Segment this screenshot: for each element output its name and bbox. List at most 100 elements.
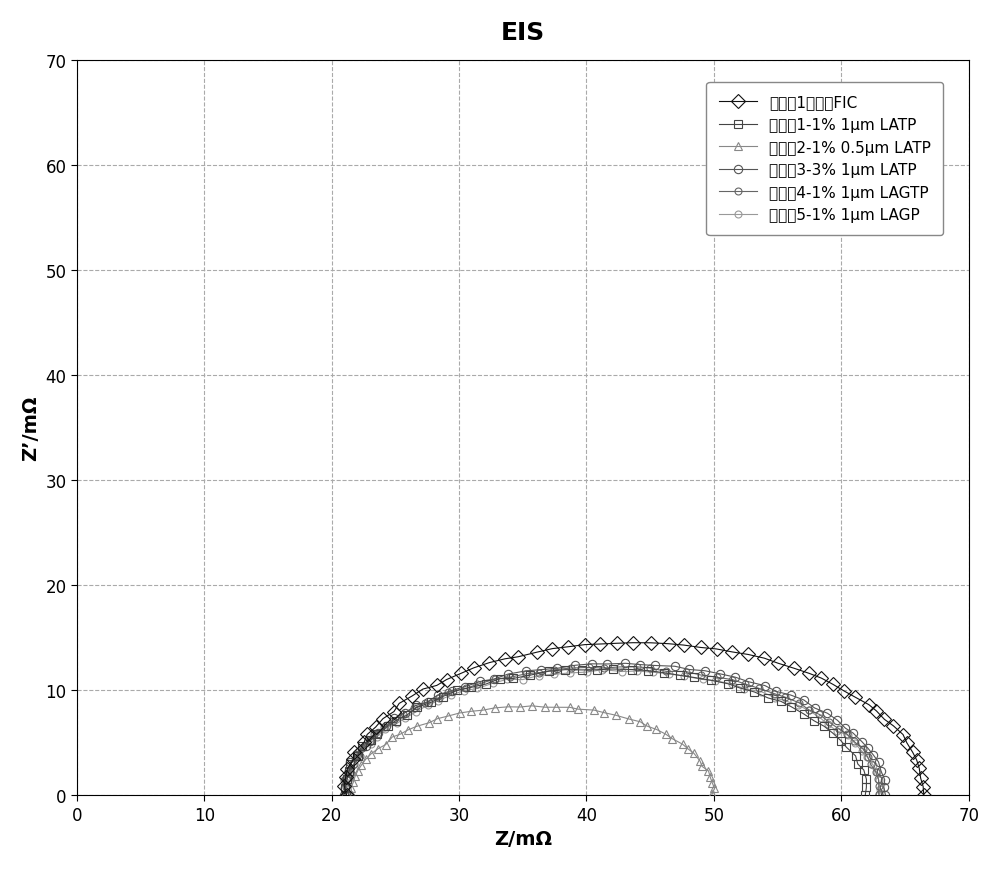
实施例1-1% 1μm LATP: [658, 667, 670, 678]
实施例2-1% 0.5μm LATP: [634, 717, 646, 727]
实施例1-1% 1μm LATP: [425, 698, 437, 708]
实施例4-1% 1μm LAGTP: [870, 766, 882, 777]
实施例1-1% 1μm LATP: [688, 673, 700, 683]
实施例2-1% 0.5μm LATP: [372, 744, 384, 754]
实施例1-1% 1μm LATP: [390, 715, 402, 726]
Line: 实施例5-1% 1μm LAGP: 实施例5-1% 1μm LAGP: [340, 667, 884, 799]
实施例1-1% 1μm LATP: [762, 693, 774, 703]
实施例1-1% 1μm LATP: [734, 683, 746, 693]
实施例2-1% 0.5μm LATP: [550, 702, 562, 713]
实施例2-1% 0.5μm LATP: [465, 706, 477, 717]
实施例1-1% 1μm LATP: [775, 696, 787, 706]
实施例1-1% 1μm LATP: [411, 702, 423, 713]
Legend: 对比例1未添加FIC, 实施例1-1% 1μm LATP, 实施例2-1% 0.5μm LATP, 实施例3-3% 1μm LATP, 实施例4-1% 1μm : 对比例1未添加FIC, 实施例1-1% 1μm LATP, 实施例2-1% 0.…: [706, 83, 943, 235]
Line: 实施例1-1% 1μm LATP: 实施例1-1% 1μm LATP: [341, 665, 871, 799]
实施例2-1% 0.5μm LATP: [349, 771, 361, 781]
实施例2-1% 0.5μm LATP: [666, 733, 678, 744]
实施例2-1% 0.5μm LATP: [696, 761, 708, 772]
实施例1-1% 1μm LATP: [591, 665, 603, 675]
实施例2-1% 0.5μm LATP: [360, 754, 372, 765]
实施例2-1% 0.5μm LATP: [572, 704, 584, 714]
实施例2-1% 0.5μm LATP: [702, 766, 714, 776]
实施例2-1% 0.5μm LATP: [660, 729, 672, 740]
实施例1-1% 1μm LATP: [382, 721, 394, 732]
实施例2-1% 0.5μm LATP: [386, 732, 398, 742]
实施例1-1% 1μm LATP: [559, 665, 571, 675]
实施例4-1% 1μm LAGTP: [631, 662, 643, 673]
实施例1-1% 1μm LATP: [543, 667, 555, 677]
实施例1-1% 1μm LATP: [343, 766, 355, 776]
对比例1未添加FIC: [358, 737, 370, 747]
实施例3-3% 1μm LATP: [879, 790, 891, 800]
实施例5-1% 1μm LAGP: [738, 684, 750, 694]
实施例1-1% 1μm LATP: [576, 665, 588, 675]
Title: EIS: EIS: [501, 21, 545, 45]
实施例1-1% 1μm LATP: [642, 666, 654, 676]
实施例5-1% 1μm LAGP: [871, 767, 883, 778]
实施例1-1% 1μm LATP: [437, 692, 449, 702]
实施例1-1% 1μm LATP: [798, 709, 810, 720]
实施例4-1% 1μm LAGTP: [711, 673, 723, 683]
对比例1未添加FIC: [341, 790, 353, 800]
实施例2-1% 0.5μm LATP: [650, 725, 662, 735]
Line: 实施例2-1% 0.5μm LATP: 实施例2-1% 0.5μm LATP: [347, 702, 719, 799]
实施例2-1% 0.5μm LATP: [539, 702, 551, 713]
实施例1-1% 1μm LATP: [840, 742, 852, 753]
实施例1-1% 1μm LATP: [607, 664, 619, 674]
实施例1-1% 1μm LATP: [860, 774, 872, 785]
实施例2-1% 0.5μm LATP: [489, 703, 501, 713]
实施例2-1% 0.5μm LATP: [394, 729, 406, 740]
实施例1-1% 1μm LATP: [818, 721, 830, 732]
Y-axis label: Z’/mΩ: Z’/mΩ: [21, 395, 40, 461]
Line: 实施例4-1% 1μm LAGTP: 实施例4-1% 1μm LAGTP: [340, 664, 882, 799]
实施例5-1% 1μm LAGP: [347, 760, 359, 771]
实施例1-1% 1μm LATP: [451, 686, 463, 696]
实施例2-1% 0.5μm LATP: [345, 783, 357, 793]
实施例2-1% 0.5μm LATP: [704, 772, 716, 782]
实施例4-1% 1μm LAGTP: [348, 760, 360, 770]
实施例3-3% 1μm LATP: [488, 674, 500, 685]
实施例1-1% 1μm LATP: [371, 729, 383, 740]
实施例4-1% 1μm LAGTP: [739, 679, 751, 689]
实施例3-3% 1μm LATP: [586, 659, 598, 669]
实施例2-1% 0.5μm LATP: [454, 708, 466, 719]
实施例1-1% 1μm LATP: [785, 701, 797, 712]
实施例2-1% 0.5μm LATP: [352, 766, 364, 776]
实施例5-1% 1μm LAGP: [581, 667, 593, 678]
实施例1-1% 1μm LATP: [344, 759, 356, 769]
实施例5-1% 1μm LAGP: [873, 790, 885, 800]
实施例2-1% 0.5μm LATP: [423, 718, 435, 728]
实施例2-1% 0.5μm LATP: [347, 777, 359, 787]
实施例1-1% 1μm LATP: [674, 670, 686, 680]
实施例1-1% 1μm LATP: [356, 740, 368, 751]
实施例4-1% 1μm LAGTP: [339, 790, 351, 800]
实施例2-1% 0.5μm LATP: [411, 721, 423, 732]
实施例3-3% 1μm LATP: [619, 659, 631, 669]
实施例3-3% 1μm LATP: [344, 757, 356, 767]
对比例1未添加FIC: [907, 747, 919, 758]
实施例3-3% 1μm LATP: [743, 677, 755, 687]
实施例5-1% 1μm LAGP: [487, 679, 499, 689]
实施例1-1% 1μm LATP: [494, 673, 506, 684]
实施例1-1% 1μm LATP: [748, 687, 760, 698]
实施例1-1% 1μm LATP: [835, 735, 847, 746]
实施例2-1% 0.5μm LATP: [477, 705, 489, 715]
实施例3-3% 1μm LATP: [338, 790, 350, 800]
实施例2-1% 0.5μm LATP: [677, 740, 689, 750]
实施例1-1% 1μm LATP: [365, 735, 377, 746]
实施例2-1% 0.5μm LATP: [564, 702, 576, 713]
X-axis label: Z/mΩ: Z/mΩ: [494, 829, 552, 848]
对比例1未添加FIC: [417, 684, 429, 694]
实施例2-1% 0.5μm LATP: [502, 702, 514, 713]
实施例2-1% 0.5μm LATP: [706, 789, 718, 799]
实施例2-1% 0.5μm LATP: [688, 748, 700, 759]
实施例2-1% 0.5μm LATP: [346, 790, 358, 800]
实施例2-1% 0.5μm LATP: [526, 700, 538, 711]
实施例2-1% 0.5μm LATP: [682, 744, 694, 754]
实施例4-1% 1μm LAGTP: [489, 674, 501, 685]
实施例5-1% 1μm LAGP: [709, 676, 721, 687]
实施例1-1% 1μm LATP: [340, 790, 352, 800]
实施例1-1% 1μm LATP: [524, 670, 536, 680]
实施例1-1% 1μm LATP: [339, 783, 351, 793]
Line: 对比例1未添加FIC: 对比例1未添加FIC: [339, 638, 929, 800]
